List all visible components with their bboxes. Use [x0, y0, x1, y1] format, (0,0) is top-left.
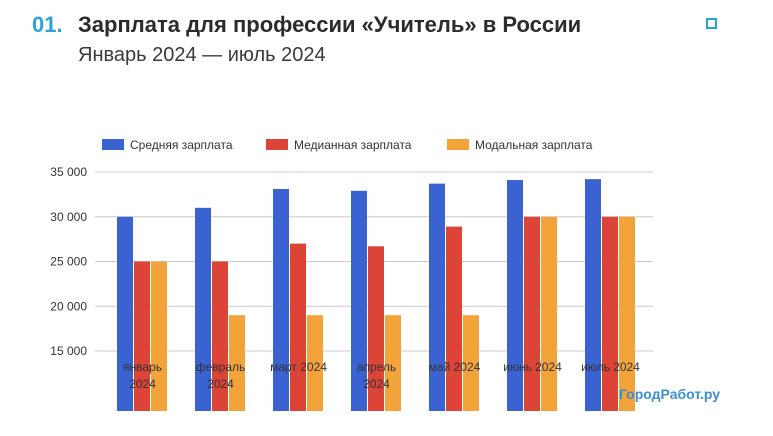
bar-median	[212, 261, 228, 411]
bar-mode	[229, 315, 245, 411]
bar-mean	[351, 190, 367, 411]
bar-mode	[619, 216, 635, 411]
bar-mode	[151, 261, 167, 411]
square-outline-icon[interactable]	[706, 18, 717, 29]
legend-label: Модальная зарплата	[475, 138, 593, 152]
legend-swatch	[266, 139, 288, 150]
bar-mean	[507, 180, 523, 411]
x-tick-label: июнь 2024	[503, 360, 562, 374]
y-tick-label: 20 000	[50, 299, 87, 313]
watermark-text: ГородРабот.ру	[619, 386, 720, 402]
y-axis-ticks: 15 000 20 000 25 000 30 000 35 000	[50, 165, 87, 358]
bar-mean	[585, 179, 601, 411]
bar-mean	[195, 207, 211, 411]
bar-mode	[385, 315, 401, 411]
y-tick-label: 25 000	[50, 255, 87, 269]
y-tick-label: 35 000	[50, 165, 87, 179]
gridlines	[95, 171, 653, 352]
x-axis-labels: январь 2024 февраль 2024 март 2024 апрель 2024…	[123, 360, 640, 391]
legend-label: Медианная зарплата	[294, 138, 412, 152]
y-tick-label: 30 000	[50, 210, 87, 224]
bar-median	[602, 216, 618, 411]
x-tick-label: апрель 2024	[357, 360, 396, 391]
bar-mode	[463, 315, 479, 411]
x-tick-label: март 2024	[270, 360, 327, 374]
legend-swatch	[102, 139, 124, 150]
x-tick-label: февраль 2024	[196, 360, 246, 391]
legend-item: Медианная зарплата	[266, 138, 412, 152]
bar-mean	[117, 216, 133, 411]
bar-median	[290, 243, 306, 411]
y-tick-label: 15 000	[50, 344, 87, 358]
bar-mode	[541, 216, 557, 411]
legend: Средняя зарплата Медианная зарплата Модаль…	[102, 138, 593, 152]
bar-mean	[273, 189, 289, 411]
section-number: 01.	[32, 12, 63, 37]
chart-subtitle: Январь 2024 — июль 2024	[78, 44, 326, 66]
bars	[117, 179, 635, 411]
legend-swatch	[447, 139, 469, 150]
chart-title: Зарплата для профессии «Учитель» в Росси…	[78, 12, 582, 37]
bar-mode	[307, 315, 323, 411]
bar-median	[446, 226, 462, 411]
bar-mean	[429, 183, 445, 411]
legend-item: Модальная зарплата	[447, 138, 593, 152]
x-tick-label: январь 2024	[123, 360, 162, 391]
legend-label: Средняя зарплата	[130, 138, 233, 152]
bar-median	[368, 246, 384, 411]
x-tick-label: май 2024	[429, 360, 481, 374]
bar-median	[134, 261, 150, 411]
bar-median	[524, 216, 540, 411]
x-tick-label: июль 2024	[581, 360, 640, 374]
legend-item: Средняя зарплата	[102, 138, 233, 152]
